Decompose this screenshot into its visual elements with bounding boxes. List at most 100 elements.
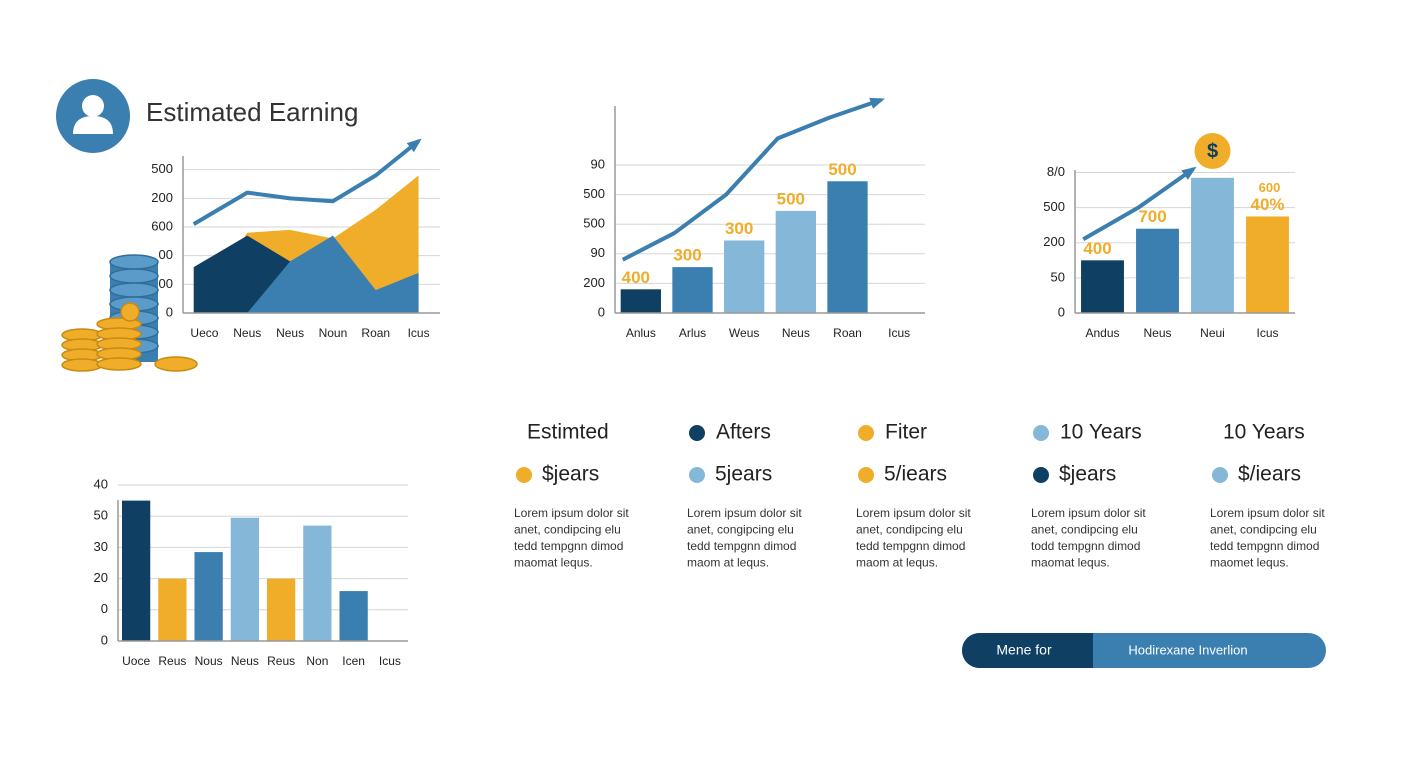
legend-description: anet, condipcing elu [514,523,621,537]
x-tick-label: Weus [729,326,759,340]
legend-item: 5jears [715,463,772,486]
bar [1246,216,1289,313]
legend-description: tedd tempgnn dimod [514,539,623,553]
coin-symbol: $ [1207,140,1218,162]
bar-label: 300 [725,219,753,238]
bar-label: 400 [1083,239,1111,258]
button-right-label[interactable]: Hodirexane Inverlion [1128,642,1247,657]
bar-label: 400 [622,268,650,287]
legend-description: anet, congipcing elu [687,523,794,537]
x-tick-label: Reus [267,654,295,668]
arrow-head [1181,166,1197,180]
bar [672,267,713,313]
y-tick-label: 30 [94,539,108,554]
title: Estimated Earning [146,97,358,127]
area [193,235,419,313]
y-tick-label: 0 [1058,304,1065,319]
legend-item: 5/iears [884,463,947,486]
x-tick-label: Neus [276,326,304,340]
bar [724,240,765,313]
legend-description: todd tempgnn dimod [1031,539,1140,553]
bar [1136,228,1179,313]
bar-label: 300 [673,246,701,265]
y-tick-label: 200 [583,275,605,290]
legend-description: Lorem ipsum dolor sit [514,506,629,520]
y-tick-label: 600 [151,218,173,233]
x-tick-label: Neus [233,326,261,340]
x-tick-label: Icus [888,326,910,340]
x-tick-label: Reus [158,654,186,668]
area [193,235,419,313]
legend-heading: Estimted [527,421,609,444]
y-tick-label: 500 [1043,199,1065,214]
legend-description: anet, condipcing elu [856,523,963,537]
legend-item: $/iears [1238,463,1301,486]
coin-icon [1194,133,1231,169]
legend-description: Lorem ipsum dolor sit [687,506,802,520]
x-tick-label: Neus [231,654,259,668]
y-tick-label: 200 [1043,234,1065,249]
legend-item: $jears [542,463,599,486]
y-tick-label: 200 [151,190,173,205]
legend-dot [689,467,705,483]
x-tick-label: Andus [1085,326,1119,340]
y-tick-label: 500 [583,216,605,231]
legend-description: anet, condipcing elu [1031,523,1138,537]
x-tick-label: Icus [408,326,430,340]
legend-heading: 10 Years [1223,421,1305,444]
x-tick-label: Neui [1200,326,1225,340]
legend-description: Lorem ipsum dolor sit [1031,506,1146,520]
x-tick-label: Neus [782,326,810,340]
x-tick-label: Arlus [679,326,706,340]
y-tick-label: 90 [591,156,605,171]
legend-description: maomat lequs. [514,556,593,570]
legend-dot [1033,425,1049,441]
x-tick-label: Neus [1143,326,1171,340]
legend-description: tedd tempgnn dimod [687,539,796,553]
y-tick-label: 0 [598,304,605,319]
legend-description: maomet lequs. [1210,556,1289,570]
arrow-head [406,138,422,153]
legend-dot [858,467,874,483]
legend-description: maom at lequs. [687,556,769,570]
bar-label: 700 [1138,207,1166,226]
coins-illustration [61,254,198,372]
x-tick-label: Uoce [122,654,150,668]
x-tick-label: Icen [342,654,365,668]
bar-label: 500 [777,189,805,208]
bar [339,591,368,641]
x-tick-label: Non [306,654,328,668]
legend-heading: Fiter [885,421,927,444]
y-tick-label: 0 [101,601,108,616]
legend-description: Lorem ipsum dolor sit [1210,506,1325,520]
action-button[interactable]: Mene for Hodirexane Inverlion [962,633,1326,668]
x-tick-label: Anlus [626,326,656,340]
trend-line [621,97,882,262]
x-tick-label: Noun [319,326,348,340]
bar [1081,260,1124,313]
y-tick-label: 00 [159,276,173,291]
legend-description: maom at lequs. [856,556,938,570]
bar [230,517,260,641]
x-tick-label: Icus [1256,326,1278,340]
y-tick-label: 500 [151,161,173,176]
legend-dot [858,425,874,441]
legend-heading: Afters [716,421,771,444]
bar [1191,177,1234,313]
legend-description: tedd tempgnn dimod [1210,539,1319,553]
legend-dot [1212,467,1228,483]
legend-description: tedd tempgnn dimod [856,539,965,553]
bar-label: 500 [828,160,856,179]
x-tick-label: Roan [833,326,862,340]
x-tick-label: Icus [379,654,401,668]
y-tick-label: 0 [101,632,108,647]
arrow-head [869,97,885,109]
x-tick-label: Ueco [190,326,218,340]
x-tick-label: Nous [195,654,223,668]
button-left-label[interactable]: Mene for [996,642,1052,658]
legend-heading: 10 Years [1060,421,1142,444]
legend-dot [1033,467,1049,483]
bar-label: 600 [1259,180,1281,195]
